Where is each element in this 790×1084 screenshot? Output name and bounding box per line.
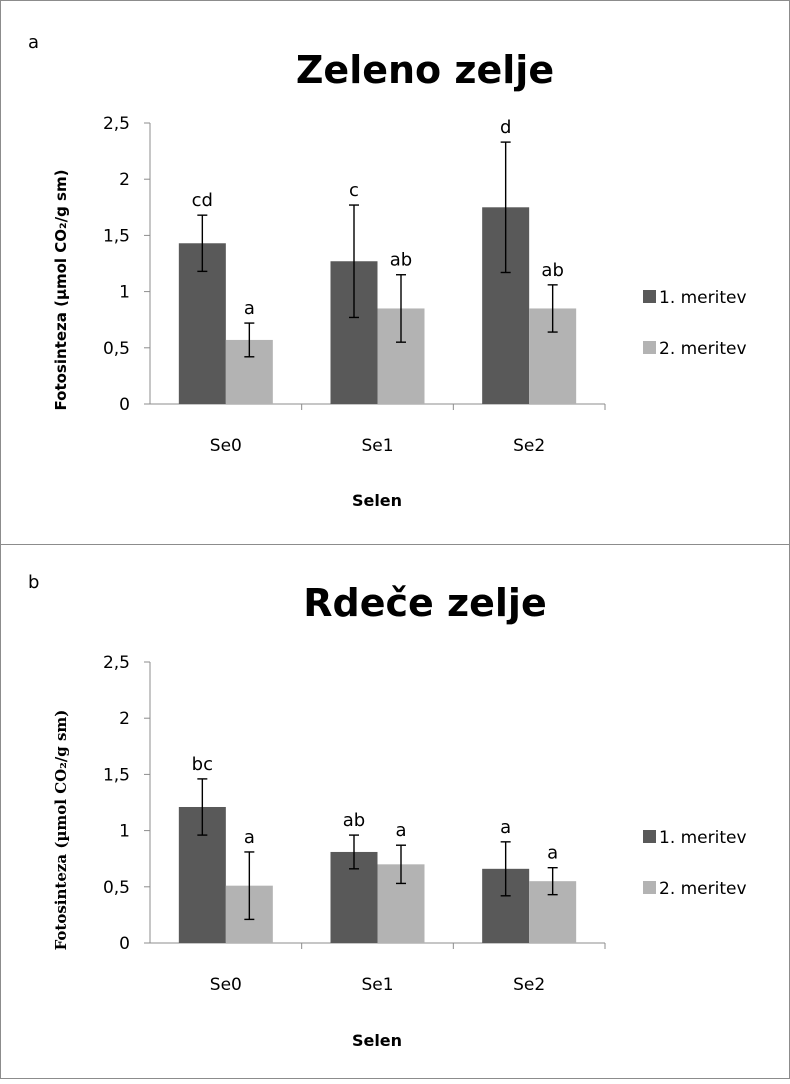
significance-label: ab [390, 250, 412, 271]
significance-label: a [244, 298, 255, 319]
y-tick-label: 2,5 [103, 114, 130, 134]
significance-label: a [500, 817, 511, 838]
panel-b-plot: 0 0,5 1 1,5 2 2,5 Se0 bc a Se1 ab a Se2 a a [103, 653, 606, 995]
x-category-label: Se1 [361, 436, 393, 456]
significance-label: a [244, 827, 255, 848]
y-tick-label: 2 [119, 170, 130, 190]
panel-a-frame [0, 0, 790, 545]
y-tick-label: 1 [119, 283, 130, 303]
x-category-label: Se1 [361, 975, 393, 995]
y-tick-label: 2,5 [103, 653, 130, 673]
legend-label: 2. meritev [659, 339, 747, 359]
panel-b-frame [0, 544, 790, 1079]
significance-label: ab [343, 810, 365, 831]
y-tick-label: 0 [119, 395, 130, 415]
significance-label: bc [192, 754, 213, 775]
x-category-label: Se0 [210, 436, 242, 456]
panel-a-xlabel: Selen [352, 491, 402, 510]
panel-a-plot: 0 0,5 1 1,5 2 2,5 Se0 cd a Se1 c ab Se2 d ab [103, 114, 606, 456]
y-tick-label: 0,5 [103, 878, 130, 898]
panel-a: a Zeleno zelje Selen Fotosinteza (µmol C… [28, 32, 747, 510]
panel-b-xlabel: Selen [352, 1031, 402, 1050]
legend-label: 1. meritev [659, 288, 747, 308]
panel-b-legend: 1. meritev 2. meritev [643, 828, 747, 899]
legend-swatch [643, 290, 656, 303]
panel-a-letter: a [28, 32, 39, 53]
y-tick-label: 2 [119, 709, 130, 729]
panel-b: b Rdeče zelje Selen Fotosinteza (µmol CO… [28, 572, 747, 1050]
x-category-label: Se2 [513, 436, 545, 456]
y-tick-label: 1,5 [103, 765, 130, 785]
panel-b-ylabel: Fotosinteza (µmol CO₂/g sm) [52, 710, 70, 951]
panel-b-letter: b [28, 572, 39, 593]
y-tick-label: 1 [119, 822, 130, 842]
y-tick-label: 1,5 [103, 226, 130, 246]
legend-swatch [643, 830, 656, 843]
panel-a-legend: 1. meritev 2. meritev [643, 288, 747, 359]
legend-swatch [643, 341, 656, 354]
panel-b-title: Rdeče zelje [303, 581, 546, 625]
legend-swatch [643, 881, 656, 894]
legend-label: 1. meritev [659, 828, 747, 848]
x-category-label: Se2 [513, 975, 545, 995]
legend-label: 2. meritev [659, 879, 747, 899]
y-tick-label: 0 [119, 934, 130, 954]
significance-label: cd [192, 190, 213, 211]
significance-label: c [349, 180, 359, 201]
significance-label: a [395, 820, 406, 841]
y-tick-label: 0,5 [103, 339, 130, 359]
panel-a-ylabel: Fotosinteza (µmol CO₂/g sm) [52, 170, 70, 411]
significance-label: d [500, 117, 511, 138]
x-category-label: Se0 [210, 975, 242, 995]
significance-label: a [547, 843, 558, 864]
panel-a-title: Zeleno zelje [296, 48, 554, 92]
significance-label: ab [541, 260, 563, 281]
